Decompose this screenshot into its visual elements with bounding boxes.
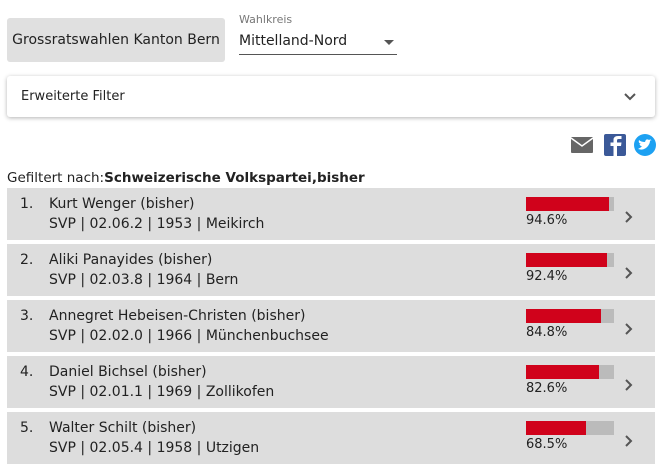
value-label: 92.4% [526,269,568,284]
select[interactable]: Mittelland-Nord [239,30,397,55]
title-button[interactable]: Grossratswahlen Kanton Bern [7,18,225,62]
filter-value: Schweizerische Volkspartei,bisher [104,170,365,186]
row-chevron [625,264,633,283]
bar [526,365,599,379]
twitter-icon[interactable] [634,134,656,156]
candidate-name: Aliki Panayides (bisher) [49,252,213,268]
value-label: 68.5% [526,437,568,452]
result-row[interactable]: 3. Annegret Hebeisen-Christen (bisher) SVP… [7,300,655,352]
bar-track [526,197,614,211]
candidate-details: SVP | 02.01.1 | 1969 | Zollikofen [49,384,275,400]
result-row[interactable]: 2. Aliki Panayides (bisher) SVP | 02.03.8 … [7,244,655,296]
select-label: Wahlkreis [239,13,293,26]
result-row[interactable]: 4. Daniel Bichsel (bisher) SVP | 02.01.1 |… [7,356,655,408]
share-icons [570,134,656,156]
row-chevron [625,432,633,451]
bar [526,421,587,435]
facebook-icon[interactable] [604,134,626,156]
candidate-name: Daniel Bichsel (bisher) [49,364,207,380]
row-chevron [625,376,633,395]
expand-icon [624,93,636,101]
bar-track [526,309,614,323]
select-value: Mittelland-Nord [239,33,348,49]
dropdown-arrow [384,40,394,45]
bar [526,197,610,211]
rank: 5. [20,420,34,436]
candidate-name: Annegret Hebeisen-Christen (bisher) [49,308,306,324]
candidate-name: Walter Schilt (bisher) [49,420,197,436]
bar [526,253,608,267]
bar [526,309,601,323]
filter-prefix: Gefiltert nach: [7,170,105,186]
rank: 3. [20,308,34,324]
candidate-details: SVP | 02.05.4 | 1958 | Utzigen [49,440,260,456]
row-chevron [625,208,633,227]
bar-track [526,421,614,435]
mail-icon[interactable] [570,137,594,153]
bar-track [526,365,614,379]
result-row[interactable]: 5. Walter Schilt (bisher) SVP | 02.05.4 | … [7,412,655,464]
row-chevron [625,320,633,339]
value-label: 82.6% [526,381,568,396]
value-label: 94.6% [526,213,568,228]
result-row[interactable]: 1. Kurt Wenger (bisher) SVP | 02.06.2 | 19… [7,188,655,240]
filter-label: Erweiterte Filter [21,89,125,104]
candidate-name: Kurt Wenger (bisher) [49,196,195,212]
candidate-details: SVP | 02.06.2 | 1953 | Meikirch [49,216,265,232]
rank: 2. [20,252,34,268]
candidate-details: SVP | 02.02.0 | 1966 | Münchenbuchsee [49,328,329,344]
candidate-details: SVP | 02.03.8 | 1964 | Bern [49,272,239,288]
bar-track [526,253,614,267]
filter-summary: Gefiltert nach:Schweizerische Volksparte… [7,170,365,186]
value-label: 84.8% [526,325,568,340]
rank: 1. [20,196,34,212]
rank: 4. [20,364,34,380]
filter-panel[interactable]: Erweiterte Filter [7,76,655,117]
